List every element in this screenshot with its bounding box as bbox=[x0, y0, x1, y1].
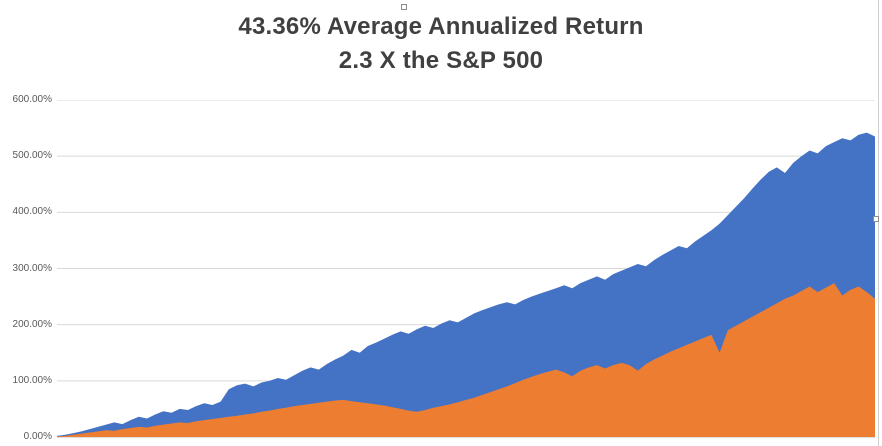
chart-right-border bbox=[878, 0, 879, 446]
y-axis-tick-label: 400.00% bbox=[12, 206, 52, 218]
y-axis-tick-label: 500.00% bbox=[12, 150, 52, 162]
y-axis-tick-label: 300.00% bbox=[12, 262, 52, 274]
orange-area-series bbox=[57, 283, 875, 437]
y-axis-tick-label: 0.00% bbox=[23, 431, 52, 442]
y-axis-tick-label: 600.00% bbox=[12, 94, 52, 105]
selection-handle-right[interactable] bbox=[873, 216, 879, 222]
y-axis-tick-label: 200.00% bbox=[12, 318, 52, 330]
selection-handle-top[interactable] bbox=[401, 4, 407, 10]
y-axis-tick-label: 100.00% bbox=[12, 374, 52, 386]
plot-area bbox=[57, 100, 875, 438]
chart-title: 43.36% Average Annualized Return 2.3 X t… bbox=[0, 10, 882, 78]
chart-title-line1: 43.36% Average Annualized Return bbox=[238, 13, 644, 40]
chart-title-line2: 2.3 X the S&P 500 bbox=[338, 47, 544, 74]
